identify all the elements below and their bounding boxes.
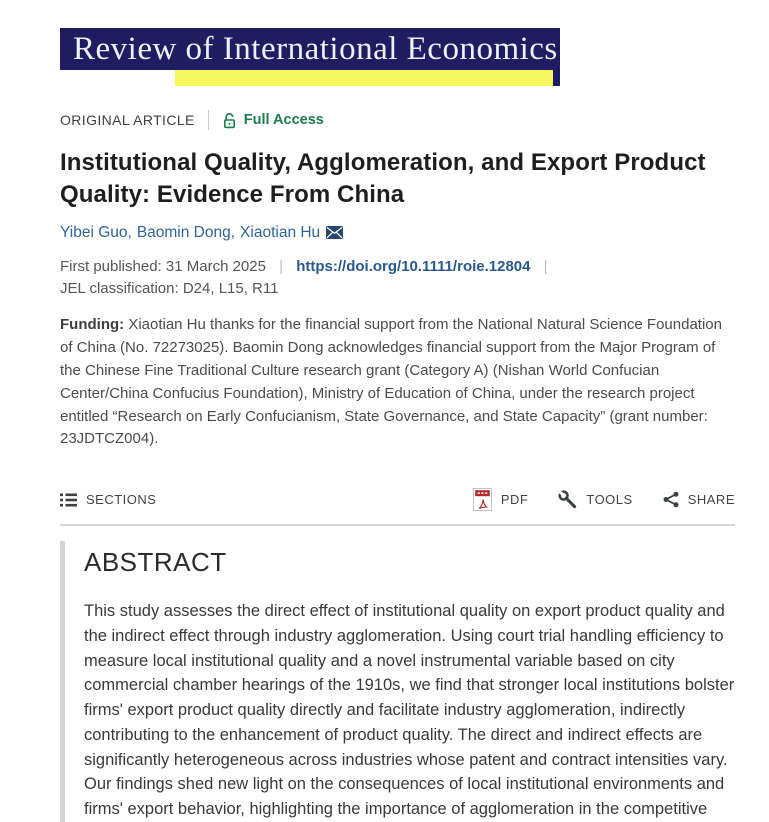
- email-envelope-icon[interactable]: [326, 226, 344, 240]
- sections-button[interactable]: SECTIONS: [60, 492, 156, 507]
- share-icon: [663, 491, 679, 508]
- wrench-icon: [558, 490, 577, 509]
- funding-label: Funding:: [60, 316, 125, 334]
- pdf-button[interactable]: PDF: [472, 488, 529, 512]
- article-title: Institutional Quality, Agglomeration, an…: [60, 149, 706, 208]
- journal-title: Review of International Economics: [73, 31, 558, 67]
- publication-line: First published: 31 March 2025 | https:/…: [60, 258, 735, 275]
- abstract-text: This study assesses the direct effect of…: [84, 602, 735, 819]
- banner-stripe: [60, 70, 553, 86]
- pipe-separator: |: [279, 258, 284, 276]
- pipe-separator: |: [543, 258, 548, 276]
- share-button[interactable]: SHARE: [663, 491, 735, 508]
- funding-paragraph: Funding: Xiaotian Hu thanks for the fina…: [60, 314, 735, 451]
- first-published-label: First published:: [60, 258, 162, 276]
- author-list: Yibei Guo, Baomin Dong, Xiaotian Hu: [60, 224, 735, 242]
- jel-label: JEL classification:: [60, 280, 179, 298]
- sections-button-label: SECTIONS: [86, 492, 157, 508]
- jel-classification-line: JEL classification: D24, L15, R11: [60, 280, 735, 297]
- first-published-date: 31 March 2025: [165, 258, 266, 276]
- abstract-heading: ABSTRACT: [84, 547, 227, 578]
- author-separator: ,: [127, 224, 132, 242]
- toolbar-divider: [60, 524, 735, 527]
- funding-text: Xiaotian Hu thanks for the financial sup…: [60, 316, 722, 448]
- share-button-label: SHARE: [687, 492, 735, 508]
- tools-button[interactable]: TOOLS: [558, 490, 632, 509]
- article-meta-row: ORIGINAL ARTICLE Full Access: [60, 110, 735, 130]
- kicker-divider: [207, 110, 209, 130]
- article-type-label: ORIGINAL ARTICLE: [60, 112, 195, 128]
- list-icon: [60, 493, 77, 507]
- author-link[interactable]: Xiaotian Hu: [240, 224, 321, 242]
- author-separator: ,: [230, 224, 236, 242]
- article-toolbar: SECTIONS PDF: [60, 488, 735, 512]
- access-badge-label: Full Access: [243, 112, 324, 128]
- author-link[interactable]: Baomin Dong: [136, 224, 231, 242]
- author-link[interactable]: Yibei Guo: [60, 224, 128, 242]
- pdf-button-label: PDF: [500, 492, 529, 508]
- doi-link[interactable]: https://doi.org/10.1111/roie.12804: [296, 258, 531, 276]
- jel-codes: D24, L15, R11: [182, 280, 279, 298]
- banner-stripe-yellow-segment: [175, 70, 553, 86]
- abstract-section: ABSTRACT This study assesses the direct …: [60, 541, 735, 822]
- access-badge: Full Access: [222, 112, 324, 129]
- lock-open-icon: [222, 112, 237, 129]
- banner-stripe-white-segment: [60, 70, 176, 86]
- tools-button-label: TOOLS: [586, 492, 633, 508]
- journal-banner[interactable]: Review of International Economics: [60, 28, 560, 86]
- pdf-file-icon: [472, 488, 492, 512]
